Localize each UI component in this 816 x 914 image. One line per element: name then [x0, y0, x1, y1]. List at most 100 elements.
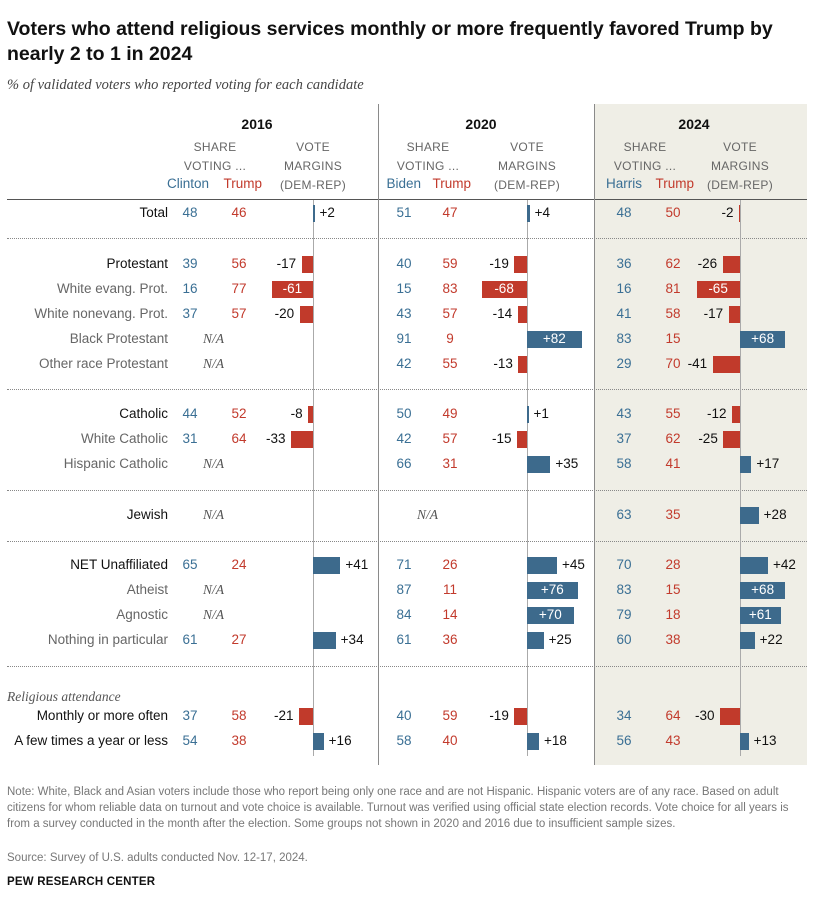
rep-share: 26	[442, 557, 458, 572]
margin-bar	[527, 582, 578, 599]
margin-label: -17	[703, 306, 724, 321]
candidate-dem-2024: Harris	[606, 176, 642, 191]
rep-share: 15	[665, 331, 681, 346]
margin-bar	[313, 205, 315, 222]
dem-share: 43	[616, 406, 632, 421]
dem-share: 40	[396, 708, 412, 723]
row-label: White nonevang. Prot.	[34, 306, 168, 321]
rep-share: 57	[442, 431, 458, 446]
dem-share: 48	[616, 205, 632, 220]
row-label: Hispanic Catholic	[63, 456, 168, 471]
rep-share: 59	[442, 256, 458, 271]
rep-share: 57	[231, 306, 247, 321]
not-available: N/A	[203, 356, 225, 371]
margin-bar	[517, 306, 527, 323]
margin-bar	[481, 281, 527, 298]
margin-label: -41	[687, 356, 708, 371]
margin-label: +82	[542, 331, 566, 346]
rep-share: 77	[231, 281, 247, 296]
year-header-2016: 2016	[241, 116, 273, 132]
margin-bar	[728, 306, 740, 323]
margin-label: +68	[751, 331, 775, 346]
rep-share: 81	[665, 281, 681, 296]
margin-bar	[696, 281, 740, 298]
dem-share: 31	[182, 431, 198, 446]
dem-share: 16	[182, 281, 198, 296]
dem-share: 16	[616, 281, 632, 296]
margin-label: +61	[748, 607, 772, 622]
dem-share: 56	[616, 733, 632, 748]
share-header: SHARE VOTING ...	[183, 140, 247, 173]
dem-share: 83	[616, 582, 632, 597]
dem-share: 51	[396, 205, 412, 220]
dem-share: 29	[616, 356, 632, 371]
year-divider	[378, 104, 379, 765]
margin-bar	[740, 632, 755, 649]
margin-label: +2	[319, 205, 335, 220]
rep-share: 40	[442, 733, 458, 748]
row-label: Agnostic	[116, 607, 168, 622]
row-label: Protestant	[106, 256, 168, 271]
rep-share: 38	[665, 632, 681, 647]
margin-bar	[740, 607, 781, 624]
margin-bar	[527, 406, 529, 423]
margin-label: -26	[697, 256, 718, 271]
dem-share: 61	[396, 632, 412, 647]
margin-label: +42	[773, 557, 796, 572]
candidate-rep-2016: Trump	[223, 176, 263, 191]
dem-share: 61	[182, 632, 198, 647]
rep-share: 58	[665, 306, 681, 321]
margin-header: VOTE MARGINS (DEM-REP)	[493, 140, 561, 192]
source-note: Source: Survey of U.S. adults conducted …	[7, 852, 308, 864]
zero-baseline	[313, 200, 314, 756]
rep-share: 50	[665, 205, 681, 220]
margin-label: +41	[345, 557, 369, 572]
dem-share: 87	[396, 582, 412, 597]
margin-bar	[527, 331, 582, 348]
dem-share: 70	[616, 557, 632, 572]
margin-label: -25	[698, 431, 718, 446]
dem-share: 65	[182, 557, 198, 572]
section-divider	[7, 238, 807, 239]
row-label: White Catholic	[80, 431, 168, 446]
section-divider	[7, 389, 807, 390]
not-available: N/A	[203, 582, 225, 597]
margin-bar	[313, 733, 324, 750]
margin-label: -8	[290, 406, 303, 421]
dem-share: 44	[182, 406, 198, 421]
dem-share: 83	[616, 331, 632, 346]
margin-label: -19	[489, 256, 509, 271]
margin-bar	[514, 708, 527, 725]
rep-share: 35	[665, 507, 681, 522]
year-header-2020: 2020	[465, 116, 497, 132]
rep-share: 38	[231, 733, 247, 748]
rep-share: 43	[665, 733, 681, 748]
margin-label: +18	[544, 733, 567, 748]
dem-share: 40	[396, 256, 412, 271]
dem-share: 43	[396, 306, 412, 321]
margin-label: -61	[282, 281, 303, 296]
margin-header: VOTE MARGINS (DEM-REP)	[279, 140, 347, 192]
margin-bar	[723, 431, 740, 448]
org-credit: PEW RESEARCH CENTER	[7, 876, 156, 888]
margin-label: +4	[534, 205, 551, 220]
dem-share: 37	[182, 708, 198, 723]
dem-share: 71	[396, 557, 412, 572]
margin-label: +68	[751, 582, 775, 597]
margin-label: +35	[555, 456, 579, 471]
row-label: Monthly or more often	[36, 708, 168, 723]
share-header: SHARE VOTING ...	[396, 140, 460, 173]
margin-label: -21	[273, 708, 294, 723]
dem-share: 37	[182, 306, 198, 321]
rep-share: 49	[442, 406, 458, 421]
row-label: A few times a year or less	[14, 733, 168, 748]
row-label: Nothing in particular	[47, 632, 168, 647]
margin-label: -19	[489, 708, 509, 723]
rep-share: 52	[231, 406, 247, 421]
rep-share: 62	[665, 431, 681, 446]
margin-label: -33	[265, 431, 286, 446]
margin-label: +76	[540, 582, 564, 597]
margin-label: +17	[756, 456, 780, 471]
rep-share: 55	[665, 406, 681, 421]
margin-label: +28	[763, 507, 787, 522]
